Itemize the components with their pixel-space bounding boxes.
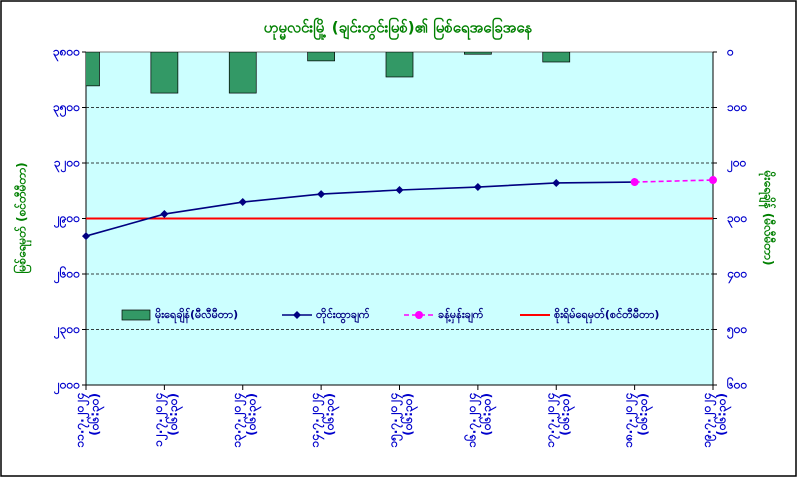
point	[630, 178, 639, 187]
x-tick-label: (၀၆:၃၀)	[242, 393, 262, 436]
x-tick-label: (၀၆:၃၀)	[399, 393, 419, 436]
y-tick-label: ၂၃၀၀	[53, 322, 80, 340]
x-tick-label: ၁၂.၇.၂၀၂၄	[151, 393, 169, 447]
y-axis-label: မြစ်ရေမှတ် (စင်တီမီတာ)	[12, 162, 33, 273]
point	[709, 176, 717, 185]
series-line	[85, 181, 635, 237]
point	[317, 190, 326, 199]
legend-label: ခန့်မှန်းချက်	[438, 307, 484, 324]
point	[238, 198, 247, 207]
x-tick-label: (၀၆:၃၀)	[556, 393, 576, 436]
x-tick-label: ၁၅.၇.၂၀၂၄	[386, 393, 404, 448]
y2-tick-label: ၃၀၀	[727, 211, 748, 229]
y-tick-label: ၃၂၀၀	[54, 156, 80, 174]
y-tick-label: ၂၉၀၀	[53, 211, 80, 229]
y2-tick-label: ၂၀၀	[726, 156, 747, 174]
x-tick-label: ၁၈.၇.၂၀၂၄	[621, 393, 639, 448]
y-tick-label: ၂၆၀၀	[53, 265, 80, 285]
y2-tick-label: ၅၀၀	[726, 322, 748, 340]
y2-axis-label: မိုးရေချိန် (မီလီမီတာ)	[758, 170, 778, 266]
x-tick-label: (၀၆:၃၀)	[477, 393, 497, 436]
x-tick-label: (၀၆:၃၀)	[634, 393, 654, 436]
x-tick-label: ၁၉.၇.၂၀၂၄	[700, 393, 718, 448]
y-tick-label: ၃၈၀၀	[53, 45, 80, 63]
point	[473, 183, 482, 192]
y2-tick-label: ၄၀၀	[726, 267, 748, 285]
x-tick-label: (၀၆:၃၀)	[713, 393, 733, 436]
x-tick-label: ၁၆.၇.၂၀၂၄	[462, 393, 482, 448]
legend-label: တိုင်းထွာချက်	[316, 307, 370, 324]
x-tick-label: ၁၁.၇.၂၀၂၄	[73, 393, 91, 448]
y2-tick-label: ၆၀၀	[726, 376, 748, 392]
legend-swatch	[293, 311, 301, 319]
rain-bar	[385, 52, 414, 78]
y2-tick-label: ၁၀၀	[727, 100, 748, 114]
legend-label: မိုးရေချိန်(မီလီမီတာ)	[155, 307, 238, 324]
point	[552, 178, 561, 187]
x-tick-label: ၁၇.၇.၂၀၂၄	[543, 393, 561, 448]
legend-swatch	[121, 309, 151, 321]
y2-tick-label: ၀	[726, 45, 734, 59]
rain-bar	[86, 52, 100, 87]
legend-swatch	[415, 311, 423, 319]
point	[160, 210, 169, 219]
legend-label: စိုးရိမ်ရေမှတ်(စင်တီမီတာ)	[554, 307, 659, 324]
plot-clip	[86, 52, 571, 94]
x-tick-label: ၁၃.၇.၂၀၂၄	[229, 393, 247, 448]
x-tick-label: (၀၆:၃၀)	[164, 393, 184, 436]
rain-bar	[464, 52, 492, 55]
y-tick-label: ၂၀၀၀	[53, 378, 80, 396]
series-line	[634, 179, 714, 183]
x-tick-label: ၁၄.၇.၂၀၂၄	[308, 393, 326, 448]
y-tick-label: ၃၅၀၀	[53, 100, 80, 118]
rain-bar	[542, 52, 571, 63]
point	[82, 232, 90, 241]
rain-bar	[150, 52, 179, 94]
x-tick-label: (၀၆:၃၀)	[321, 393, 341, 436]
point	[395, 186, 404, 195]
rain-bar	[228, 52, 257, 94]
x-tick-label: (၀၆:၃၀)	[86, 393, 106, 436]
rain-bar	[307, 52, 335, 62]
